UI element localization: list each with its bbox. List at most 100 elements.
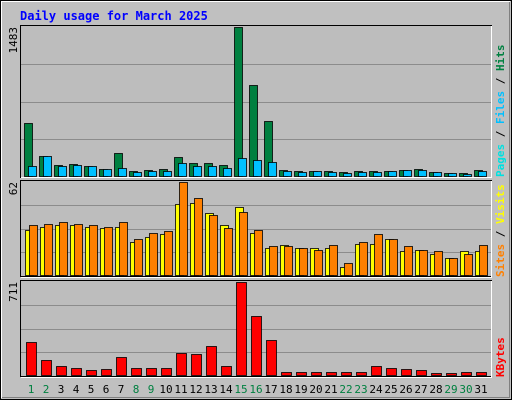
top-right-legend: Pages / Files / Hits — [494, 45, 507, 178]
day-label-29: 29 — [444, 383, 457, 396]
day-label-14: 14 — [219, 383, 233, 396]
day-label-26: 26 — [399, 383, 412, 396]
bar-sites-day-4 — [74, 224, 83, 276]
bar-sites-day-24 — [374, 234, 383, 276]
bar-files-day-4 — [73, 165, 82, 177]
bar-files-day-21 — [328, 172, 337, 177]
bar-kbytes-day-13 — [206, 346, 217, 376]
bar-sites-day-8 — [134, 239, 143, 276]
middle-right-legend: Sites / Visits — [494, 184, 507, 277]
bar-sites-day-18 — [284, 246, 293, 276]
bar-kbytes-day-25 — [386, 368, 397, 376]
legend-kbytes-label: KBytes — [494, 337, 507, 377]
day-label-9: 9 — [148, 383, 155, 396]
bar-files-day-5 — [88, 166, 97, 177]
bar-kbytes-day-11 — [176, 353, 187, 376]
bar-files-day-18 — [283, 171, 292, 177]
day-label-17: 17 — [264, 383, 277, 396]
bar-files-day-26 — [403, 170, 412, 177]
bar-files-day-24 — [373, 172, 382, 177]
day-label-22: 22 — [339, 383, 352, 396]
bar-sites-day-2 — [44, 224, 53, 276]
bar-kbytes-day-30 — [461, 372, 472, 376]
bar-files-day-25 — [388, 171, 397, 177]
bar-sites-day-1 — [29, 225, 38, 276]
bar-files-day-22 — [343, 173, 352, 177]
bottom-ymax-label: 711 — [7, 282, 20, 302]
bar-sites-day-30 — [464, 254, 473, 276]
bar-kbytes-day-3 — [56, 366, 67, 376]
bar-kbytes-day-23 — [356, 372, 367, 376]
bar-sites-day-22 — [344, 263, 353, 276]
bar-sites-day-6 — [104, 227, 113, 276]
day-label-11: 11 — [174, 383, 187, 396]
bar-kbytes-day-12 — [191, 354, 202, 376]
bar-files-day-9 — [148, 171, 157, 177]
bar-kbytes-day-15 — [236, 282, 247, 376]
bar-sites-day-28 — [434, 251, 443, 276]
day-label-24: 24 — [369, 383, 383, 396]
middle-bars — [25, 182, 488, 276]
day-label-27: 27 — [414, 383, 427, 396]
bar-sites-day-25 — [389, 239, 398, 276]
day-label-3: 3 — [58, 383, 65, 396]
legend-sep-1: / — [494, 130, 507, 137]
bar-files-day-16 — [253, 160, 262, 177]
bar-sites-day-15 — [239, 212, 248, 276]
bar-kbytes-day-14 — [221, 366, 232, 376]
legend-pages-label: Pages — [494, 144, 507, 177]
day-label-5: 5 — [88, 383, 95, 396]
bar-sites-day-3 — [59, 222, 68, 276]
bar-files-day-1 — [28, 166, 37, 177]
day-label-10: 10 — [159, 383, 172, 396]
bar-kbytes-day-22 — [341, 372, 352, 376]
bar-kbytes-day-18 — [281, 372, 292, 376]
bar-sites-day-9 — [149, 233, 158, 276]
bar-hits-day-15 — [234, 27, 243, 177]
legend-sep-3: / — [494, 230, 507, 237]
bar-kbytes-day-26 — [401, 369, 412, 376]
bar-files-day-20 — [313, 171, 322, 177]
bar-sites-day-23 — [359, 242, 368, 276]
bar-sites-day-17 — [269, 246, 278, 276]
day-label-15: 15 — [234, 383, 247, 396]
day-label-28: 28 — [429, 383, 442, 396]
day-label-31: 31 — [474, 383, 487, 396]
bar-sites-day-19 — [299, 248, 308, 276]
day-label-12: 12 — [189, 383, 202, 396]
bar-sites-day-10 — [164, 231, 173, 276]
legend-visits-label: Visits — [494, 184, 507, 224]
bar-kbytes-day-4 — [71, 368, 82, 376]
bar-files-day-17 — [268, 162, 277, 177]
day-label-30: 30 — [459, 383, 472, 396]
bar-files-day-7 — [118, 168, 127, 177]
bar-kbytes-day-27 — [416, 370, 427, 376]
day-label-4: 4 — [73, 383, 80, 396]
bar-kbytes-day-8 — [131, 368, 142, 376]
bar-files-day-3 — [58, 166, 67, 177]
day-labels: 1 2 3 4 5 6 7 8 9 10 11 12 13 14 15 16 17 18 19 20 21 22 23 24 2… — [28, 383, 488, 396]
bar-sites-day-29 — [449, 258, 458, 276]
bar-sites-day-5 — [89, 225, 98, 276]
day-label-2: 2 — [43, 383, 50, 396]
bar-files-day-19 — [298, 172, 307, 177]
day-label-8: 8 — [133, 383, 140, 396]
bar-kbytes-day-31 — [476, 372, 487, 376]
bar-files-day-13 — [208, 166, 217, 177]
bar-kbytes-day-19 — [296, 372, 307, 376]
day-label-7: 7 — [118, 383, 125, 396]
bar-kbytes-day-2 — [41, 360, 52, 376]
day-label-20: 20 — [309, 383, 322, 396]
bar-kbytes-day-17 — [266, 340, 277, 376]
bar-files-day-10 — [163, 171, 172, 177]
bar-files-day-31 — [478, 171, 487, 177]
bar-sites-day-31 — [479, 245, 488, 276]
bar-files-day-27 — [418, 170, 427, 177]
legend-hits-label: Hits — [494, 45, 507, 72]
bar-files-day-28 — [433, 172, 442, 177]
middle-ymax-label: 62 — [7, 182, 20, 195]
bar-kbytes-day-28 — [431, 373, 442, 376]
day-label-23: 23 — [354, 383, 367, 396]
day-label-6: 6 — [103, 383, 110, 396]
